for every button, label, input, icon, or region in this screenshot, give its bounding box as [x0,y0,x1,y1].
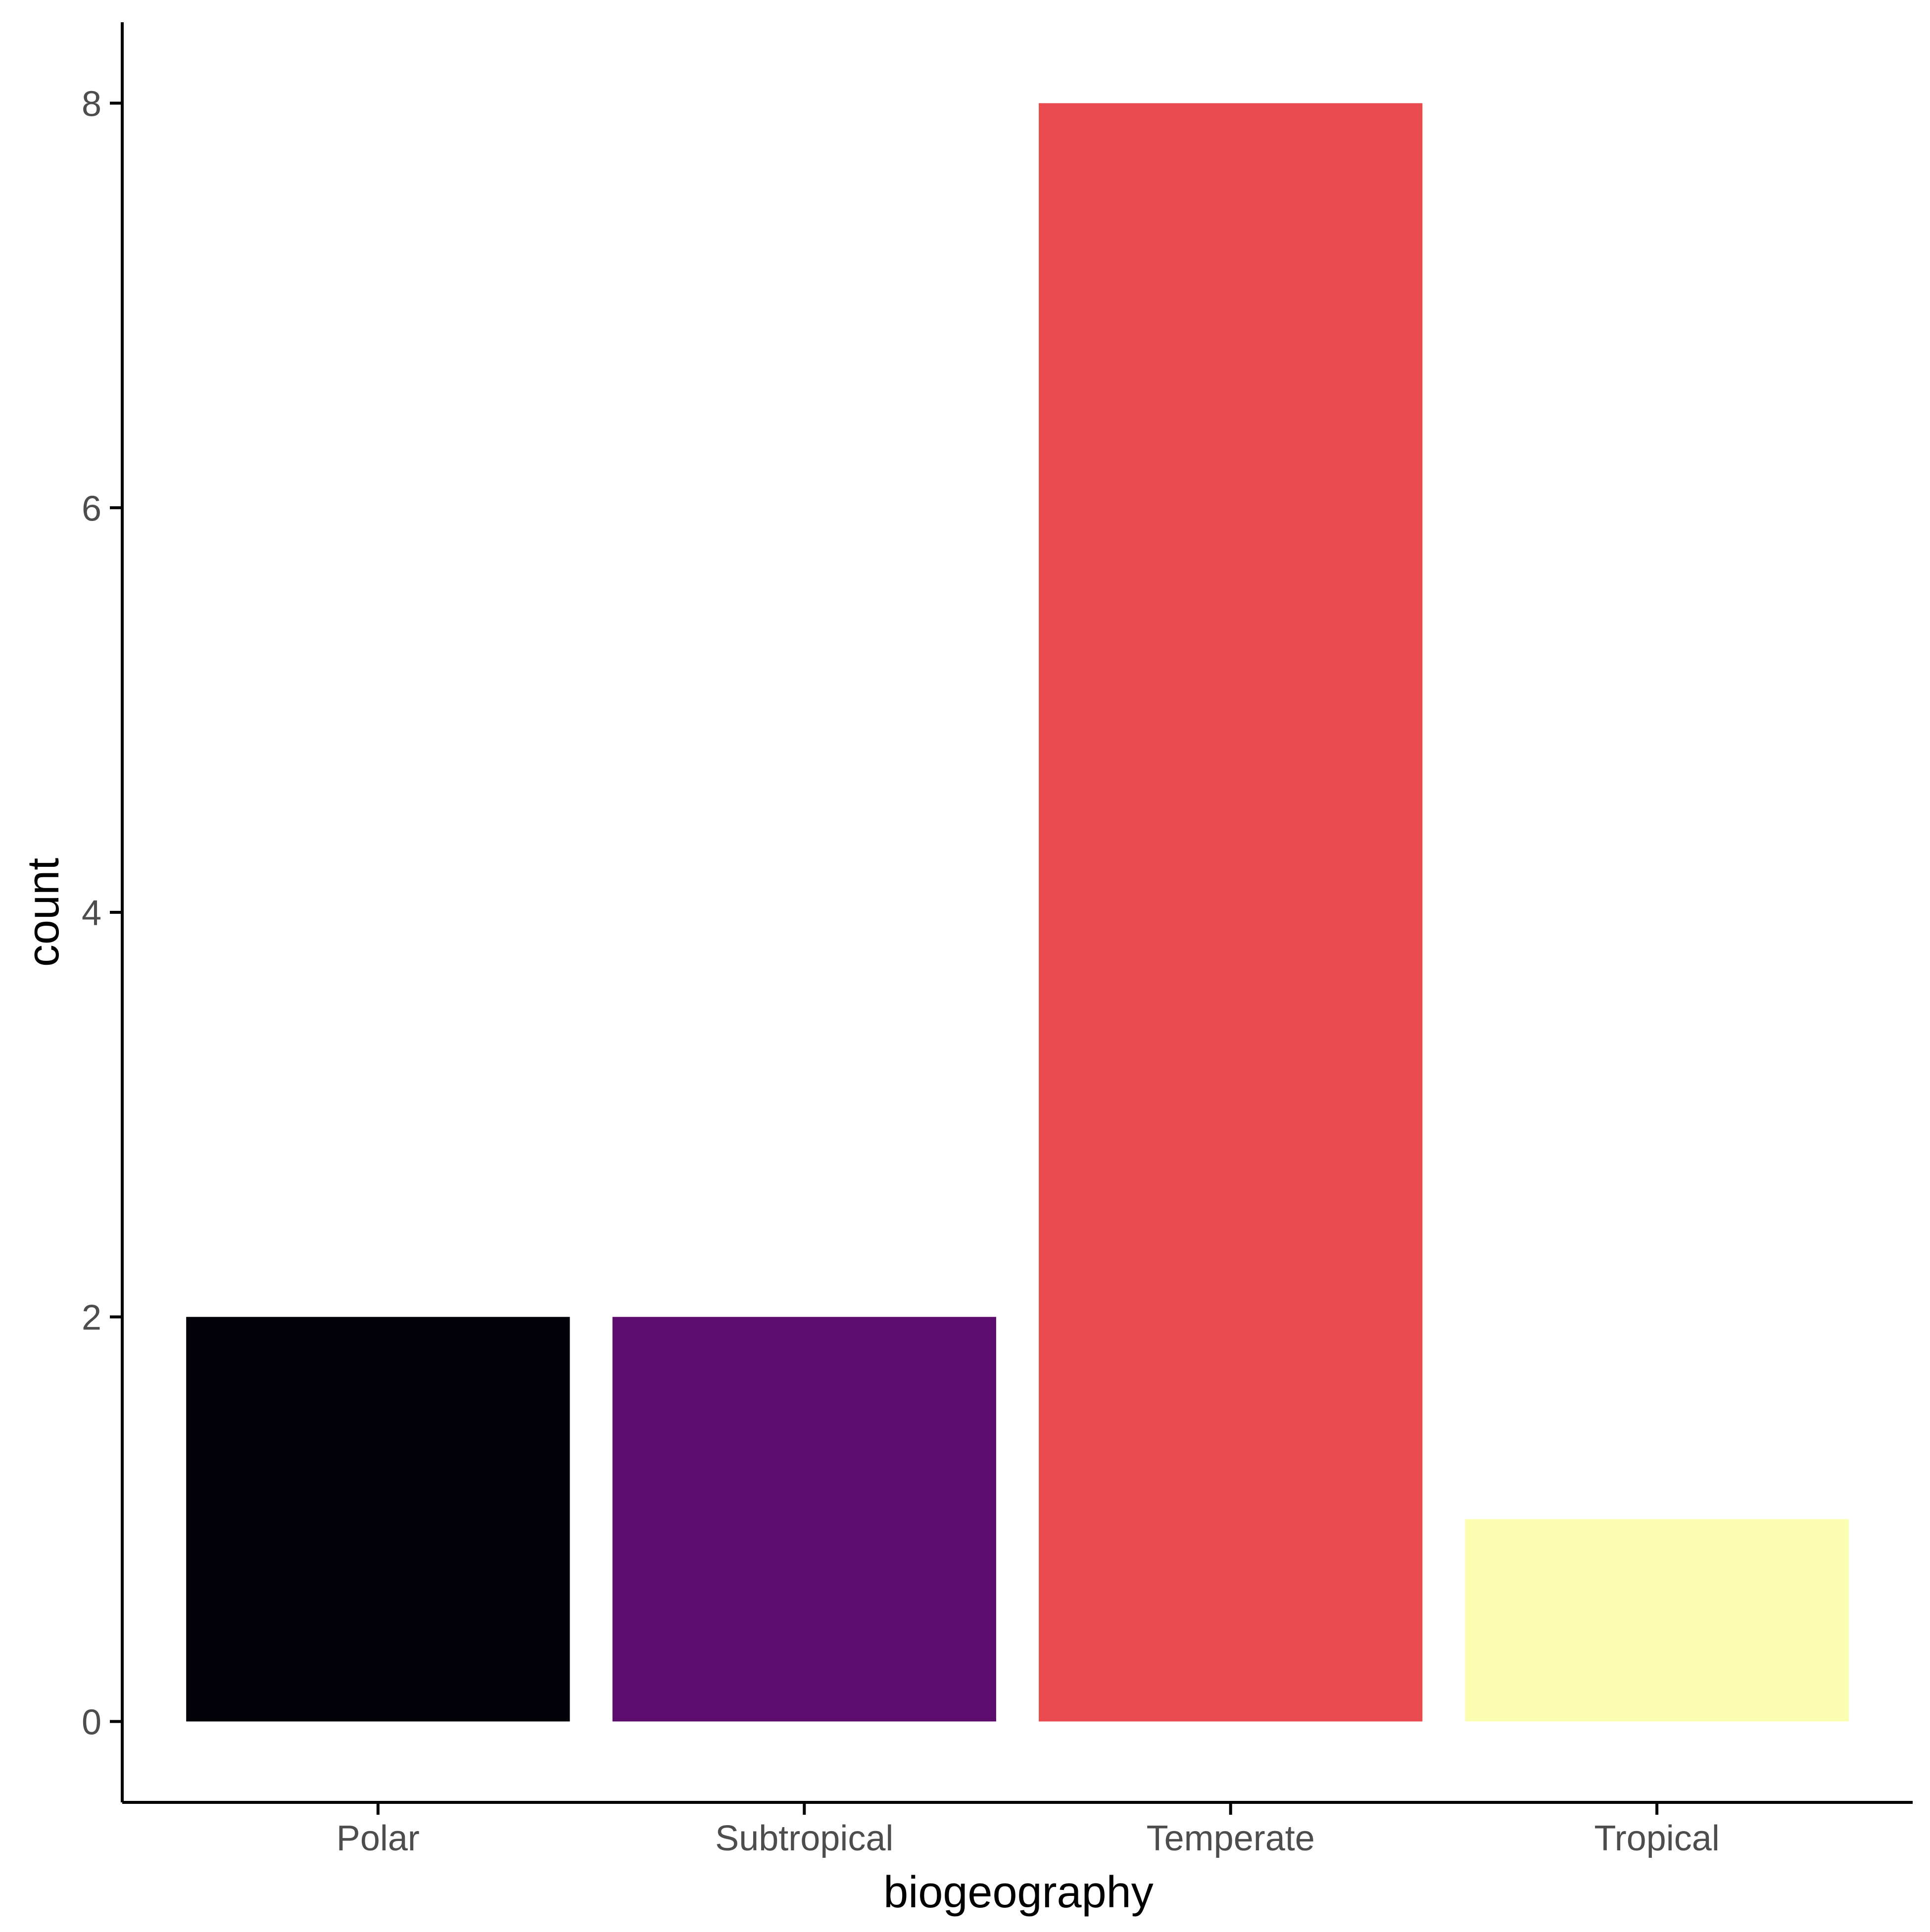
y-tick-label: 8 [82,85,101,124]
x-ticks-layer: Polar Subtropical Temperate Tropical [337,1802,1720,1858]
y-tick-label: 0 [82,1702,101,1742]
bar-temperate [1039,103,1423,1722]
bar-polar [186,1317,570,1722]
bar-tropical [1465,1519,1849,1722]
y-axis-title: count [19,858,68,967]
y-tick-label: 2 [82,1298,101,1338]
bars-layer [186,103,1849,1722]
x-tick-label: Subtropical [715,1819,893,1858]
x-tick-label: Tropical [1594,1819,1719,1858]
x-axis-title: biogeography [883,1868,1153,1917]
y-tick-label: 4 [82,894,101,933]
y-tick-label: 6 [82,489,101,528]
bar-subtropical [612,1317,996,1722]
y-ticks-layer: 0 2 4 6 8 [82,85,122,1742]
x-tick-label: Polar [337,1819,420,1858]
x-tick-label: Temperate [1147,1819,1315,1858]
